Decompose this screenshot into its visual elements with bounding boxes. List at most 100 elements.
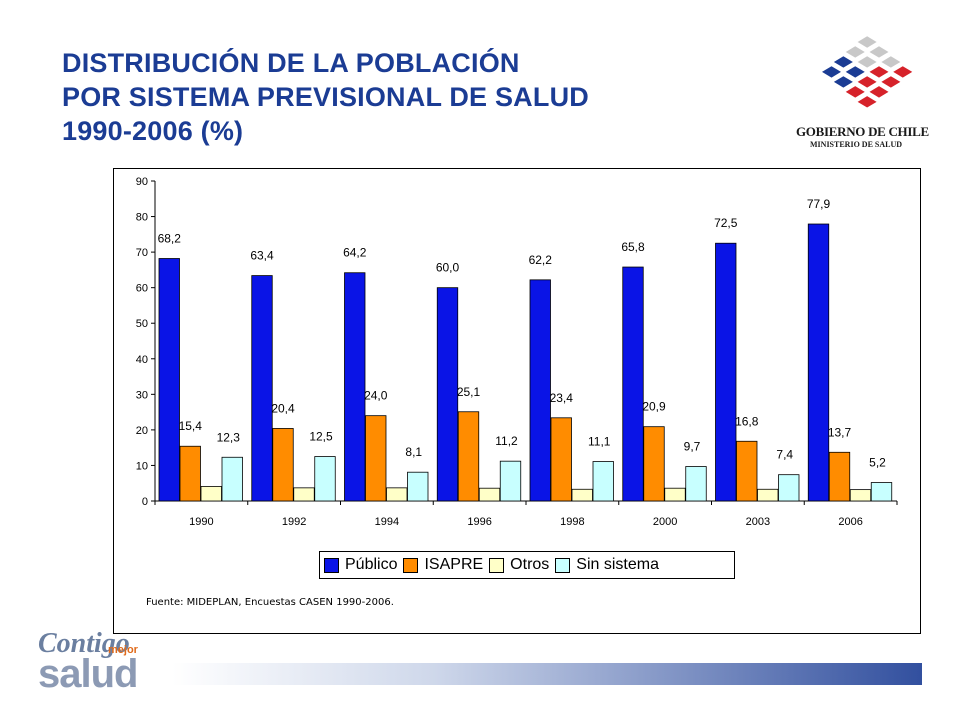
data-label: 20,9 (642, 400, 666, 414)
data-label: 24,0 (364, 389, 388, 403)
bar-otros (293, 487, 315, 502)
legend-label: Otros (510, 556, 550, 573)
bar-sin-sistema (407, 471, 429, 502)
bar-público (251, 275, 273, 502)
footer-gradient-bar (172, 663, 922, 685)
data-label: 72,5 (714, 216, 738, 230)
y-tick-label: 0 (142, 496, 148, 508)
bar-otros (200, 486, 222, 502)
legend-label: ISAPRE (424, 556, 484, 573)
x-tick-label: 1996 (467, 516, 491, 528)
x-tick-label: 1998 (560, 516, 584, 528)
logo-diamond (845, 66, 865, 78)
y-tick-label: 60 (136, 283, 148, 295)
data-label: 12,3 (217, 430, 241, 444)
logo-diamond (822, 66, 841, 78)
bar-sin-sistema (870, 482, 893, 502)
y-tick-label: 90 (136, 176, 148, 188)
bar-isapre (643, 426, 665, 502)
data-label: 60,0 (436, 261, 460, 275)
legend-item: Sin sistema (555, 556, 659, 574)
bar-sin-sistema (314, 456, 336, 502)
logo-diamond (833, 56, 853, 68)
bar-sin-sistema (499, 460, 522, 502)
y-tick-label: 50 (136, 318, 148, 330)
brand-contigo: Contigo (38, 628, 130, 659)
logo-diamond (857, 76, 877, 88)
chart-legend: Público ISAPRE Otros Sin sistema (319, 551, 735, 579)
brand-mejor: mejor (108, 644, 138, 656)
y-tick-label: 10 (136, 460, 148, 472)
x-tick-label: 1994 (375, 516, 399, 528)
gobierno-logo-icon (822, 36, 913, 108)
data-label: 62,2 (529, 253, 553, 267)
legend-item: Público (324, 556, 397, 574)
logo-diamond (881, 56, 901, 68)
y-tick-label: 30 (136, 389, 148, 401)
data-label: 77,9 (807, 197, 831, 211)
x-tick-label: 1990 (189, 516, 213, 528)
logo-diamond (869, 86, 889, 98)
x-tick-label: 1992 (282, 516, 306, 528)
bar-otros (664, 487, 686, 502)
data-label: 65,8 (621, 240, 645, 254)
bar-isapre (736, 440, 758, 502)
x-tick-label: 2000 (653, 516, 677, 528)
logo-diamond (857, 36, 877, 48)
logo-diamond (845, 86, 865, 98)
data-label: 8,1 (405, 445, 422, 459)
data-label: 5,2 (869, 456, 886, 470)
chart-panel: 0 10 20 30 40 50 60 70 80 90 68,2 15,4 12,3 1990 63,4 2… (113, 168, 921, 634)
bar-chart: 0 10 20 30 40 50 60 70 80 90 68,2 15,4 12,3 1990 63,4 2… (136, 176, 898, 528)
data-label: 13,7 (828, 425, 852, 439)
bar-público (158, 258, 180, 502)
data-label: 15,4 (179, 419, 203, 433)
brand-salud: salud (38, 652, 138, 696)
y-tick-label: 20 (136, 425, 148, 437)
title-line-3: 1990-2006 (%) (62, 116, 244, 146)
bar-sin-sistema (221, 456, 243, 502)
logo-diamond (833, 76, 853, 88)
logo-diamond (845, 46, 865, 58)
logo-diamond (869, 66, 889, 78)
bar-otros (386, 487, 408, 502)
title-line-2: POR SISTEMA PREVISIONAL DE SALUD (62, 82, 589, 112)
data-label: 20,4 (271, 401, 295, 415)
data-label: 63,4 (250, 249, 274, 263)
bar-sin-sistema (778, 474, 800, 502)
legend-swatch (324, 557, 339, 573)
data-label: 11,1 (588, 435, 611, 449)
logo-diamond (857, 56, 877, 68)
data-label: 68,2 (158, 232, 182, 246)
legend-swatch (489, 557, 505, 573)
bar-isapre (457, 411, 480, 502)
y-tick-label: 70 (136, 247, 148, 259)
bar-isapre (828, 451, 851, 502)
data-label: 64,2 (343, 246, 367, 260)
bar-público (715, 242, 737, 502)
bar-otros (478, 487, 501, 502)
data-label: 12,5 (309, 430, 333, 444)
bar-otros (849, 489, 872, 502)
y-tick-label: 40 (136, 354, 148, 366)
logo-diamond (893, 66, 913, 78)
data-label: 9,7 (684, 440, 701, 454)
y-tick-label: 80 (136, 212, 148, 224)
data-label: 7,4 (776, 448, 793, 462)
bar-isapre (179, 445, 201, 502)
data-label: 11,2 (495, 434, 518, 448)
bar-público (807, 223, 830, 502)
bar-sin-sistema (592, 461, 614, 502)
title-line-1: DISTRIBUCIÓN DE LA POBLACIÓN (62, 48, 520, 78)
bar-isapre (272, 428, 294, 502)
bar-público (622, 266, 644, 502)
bar-isapre (365, 415, 387, 502)
bar-otros (757, 488, 779, 502)
page-title: DISTRIBUCIÓN DE LA POBLACIÓN POR SISTEMA… (62, 46, 589, 148)
x-tick-label: 2003 (746, 516, 770, 528)
legend-label: Sin sistema (576, 556, 659, 573)
data-label: 23,4 (550, 391, 574, 405)
bar-público (436, 287, 459, 502)
logo-diamond (869, 46, 889, 58)
data-label: 16,8 (735, 414, 759, 428)
